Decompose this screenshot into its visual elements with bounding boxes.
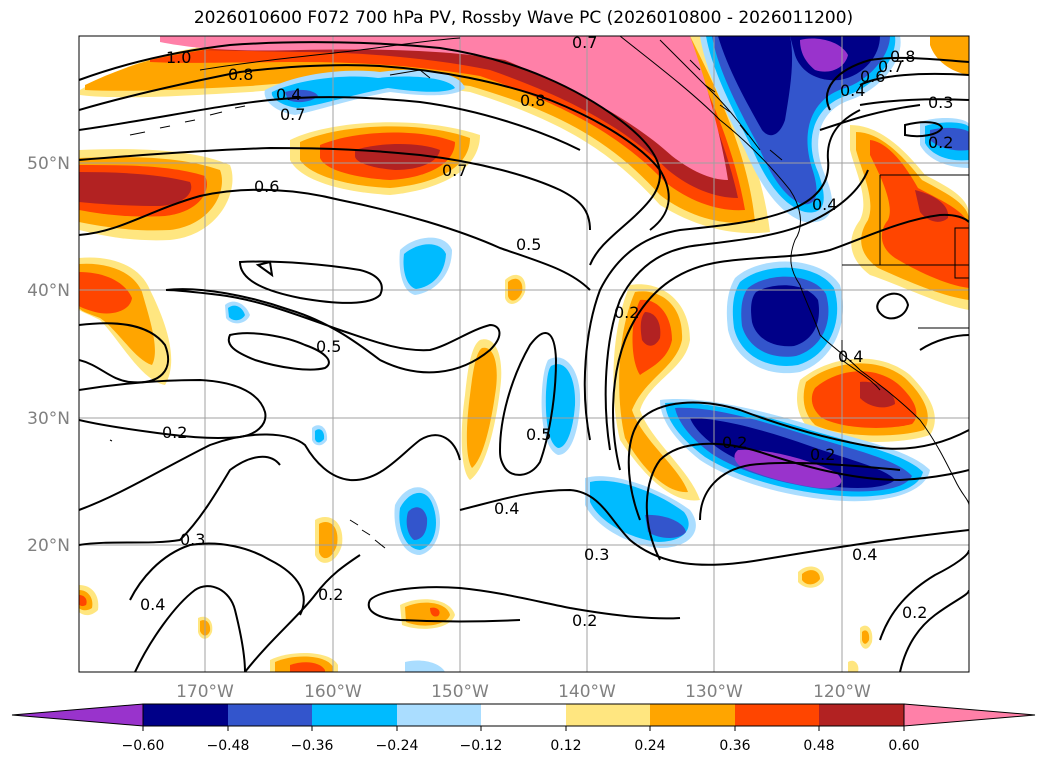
- colorbar-tick-label: 0.48: [803, 738, 834, 754]
- colorbar-segment: [397, 704, 481, 726]
- contour-label: 0.7: [572, 33, 597, 52]
- colorbar-tick-label: −0.48: [207, 738, 250, 754]
- contour-label: 0.4: [140, 595, 165, 614]
- colorbar-tick-label: 0.60: [888, 738, 919, 754]
- latitude-ticks: 50°N 40°N 30°N 20°N: [27, 154, 70, 556]
- contour-label: 0.3: [584, 545, 609, 564]
- contour-label: 0.2: [902, 603, 927, 622]
- colorbar-segment: [143, 704, 228, 726]
- colorbar-tick-label: −0.24: [376, 738, 419, 754]
- colorbar-segment: [481, 704, 566, 726]
- lat-tick-50n: 50°N: [27, 154, 70, 174]
- anomaly-east-canada-red: [870, 140, 969, 288]
- colorbar-tick-label: −0.60: [122, 738, 165, 754]
- contour-label: 0.8: [520, 91, 545, 110]
- contour-label: 0.4: [838, 347, 863, 366]
- contour-label: 0.7: [442, 161, 467, 180]
- colorbar-tick-label: −0.12: [460, 738, 503, 754]
- colorbar-segment: [650, 704, 735, 726]
- contour-label: 0.2: [722, 433, 747, 452]
- coastlines: [109, 36, 969, 549]
- anomaly-subtropical-navy: [690, 418, 895, 488]
- contour-label: 0.7: [280, 105, 305, 124]
- anomaly-west-40n-red: [79, 272, 132, 314]
- colorbar-segment: [819, 704, 904, 726]
- anomaly-low-40n-navy: [751, 285, 819, 347]
- contour-label: 0.8: [890, 47, 915, 66]
- anomaly-subtropical-purple: [734, 449, 842, 489]
- contour-label: 0.3: [928, 93, 953, 112]
- contour-label: 0.2: [572, 611, 597, 630]
- contour-label: 0.2: [810, 445, 835, 464]
- colorbar-tick-label: −0.36: [291, 738, 334, 754]
- shaded-anomalies: [79, 36, 969, 672]
- colorbar-min-extension: [11, 703, 144, 727]
- colorbar-tick-label: 0.12: [550, 738, 581, 754]
- contour-label: 0.7: [878, 57, 903, 76]
- contour-label: 0.4: [494, 499, 519, 518]
- anomaly-northeast-navy: [718, 36, 793, 136]
- anomaly-northeast-corner-orange: [930, 36, 969, 75]
- contour-label: 0.8: [228, 65, 253, 84]
- colorbar-max-extension: [903, 703, 1036, 727]
- lon-tick-160w: 160°W: [304, 682, 362, 702]
- lat-tick-40n: 40°N: [27, 281, 70, 301]
- lat-tick-30n: 30°N: [27, 409, 70, 429]
- colorbar-segment: [566, 704, 650, 726]
- contour-labels: 1.0 0.8 0.7 0.8 0.7 0.8 0.7 0.6 0.4 0.3 …: [140, 33, 953, 630]
- contour-label: 0.2: [928, 133, 953, 152]
- contour-label: 0.5: [516, 235, 541, 254]
- contour-label: 0.4: [852, 545, 877, 564]
- contour-label: 0.6: [860, 67, 885, 86]
- contour-label: 1.0: [166, 48, 191, 67]
- lat-tick-20n: 20°N: [27, 536, 70, 556]
- anomaly-west-band-darkred: [79, 172, 192, 206]
- colorbar: −0.60 −0.48 −0.36 −0.24 −0.12 0.12 0.24 …: [11, 703, 1036, 754]
- anomaly-east-canada-darkred: [915, 190, 949, 222]
- lon-tick-170w: 170°W: [176, 682, 234, 702]
- anomaly-135w-darkred: [640, 312, 661, 346]
- anomaly-socal-darkred: [860, 381, 895, 408]
- colorbar-segment: [228, 704, 312, 726]
- contour-label: 0.4: [276, 85, 301, 104]
- contour-label: 0.4: [840, 81, 865, 100]
- contour-label: 0.2: [162, 423, 187, 442]
- longitude-ticks: 170°W 160°W 150°W 140°W 130°W 120°W: [176, 682, 871, 702]
- colorbar-tick-label: 0.24: [634, 738, 665, 754]
- contour-label: 0.5: [526, 425, 551, 444]
- lon-tick-120w: 120°W: [813, 682, 871, 702]
- contour-label: 0.5: [316, 337, 341, 356]
- anomaly-northeast-purple: [800, 38, 848, 72]
- contour-label: 0.2: [318, 585, 343, 604]
- colorbar-tick-label: 0.36: [719, 738, 750, 754]
- anomaly-north-arc-pink: [160, 36, 728, 180]
- lon-tick-140w: 140°W: [558, 682, 616, 702]
- lon-tick-150w: 150°W: [431, 682, 489, 702]
- colorbar-segment: [312, 704, 397, 726]
- pv-contours: [79, 41, 969, 672]
- contour-label: 0.2: [614, 303, 639, 322]
- contour-label: 0.4: [812, 195, 837, 214]
- map-title: 2026010600 F072 700 hPa PV, Rossby Wave …: [193, 8, 854, 28]
- lon-tick-130w: 130°W: [685, 682, 743, 702]
- contour-label: 0.6: [254, 177, 279, 196]
- contour-label: 0.3: [180, 530, 205, 549]
- colorbar-segment: [735, 704, 819, 726]
- plot-frame: [78, 35, 970, 673]
